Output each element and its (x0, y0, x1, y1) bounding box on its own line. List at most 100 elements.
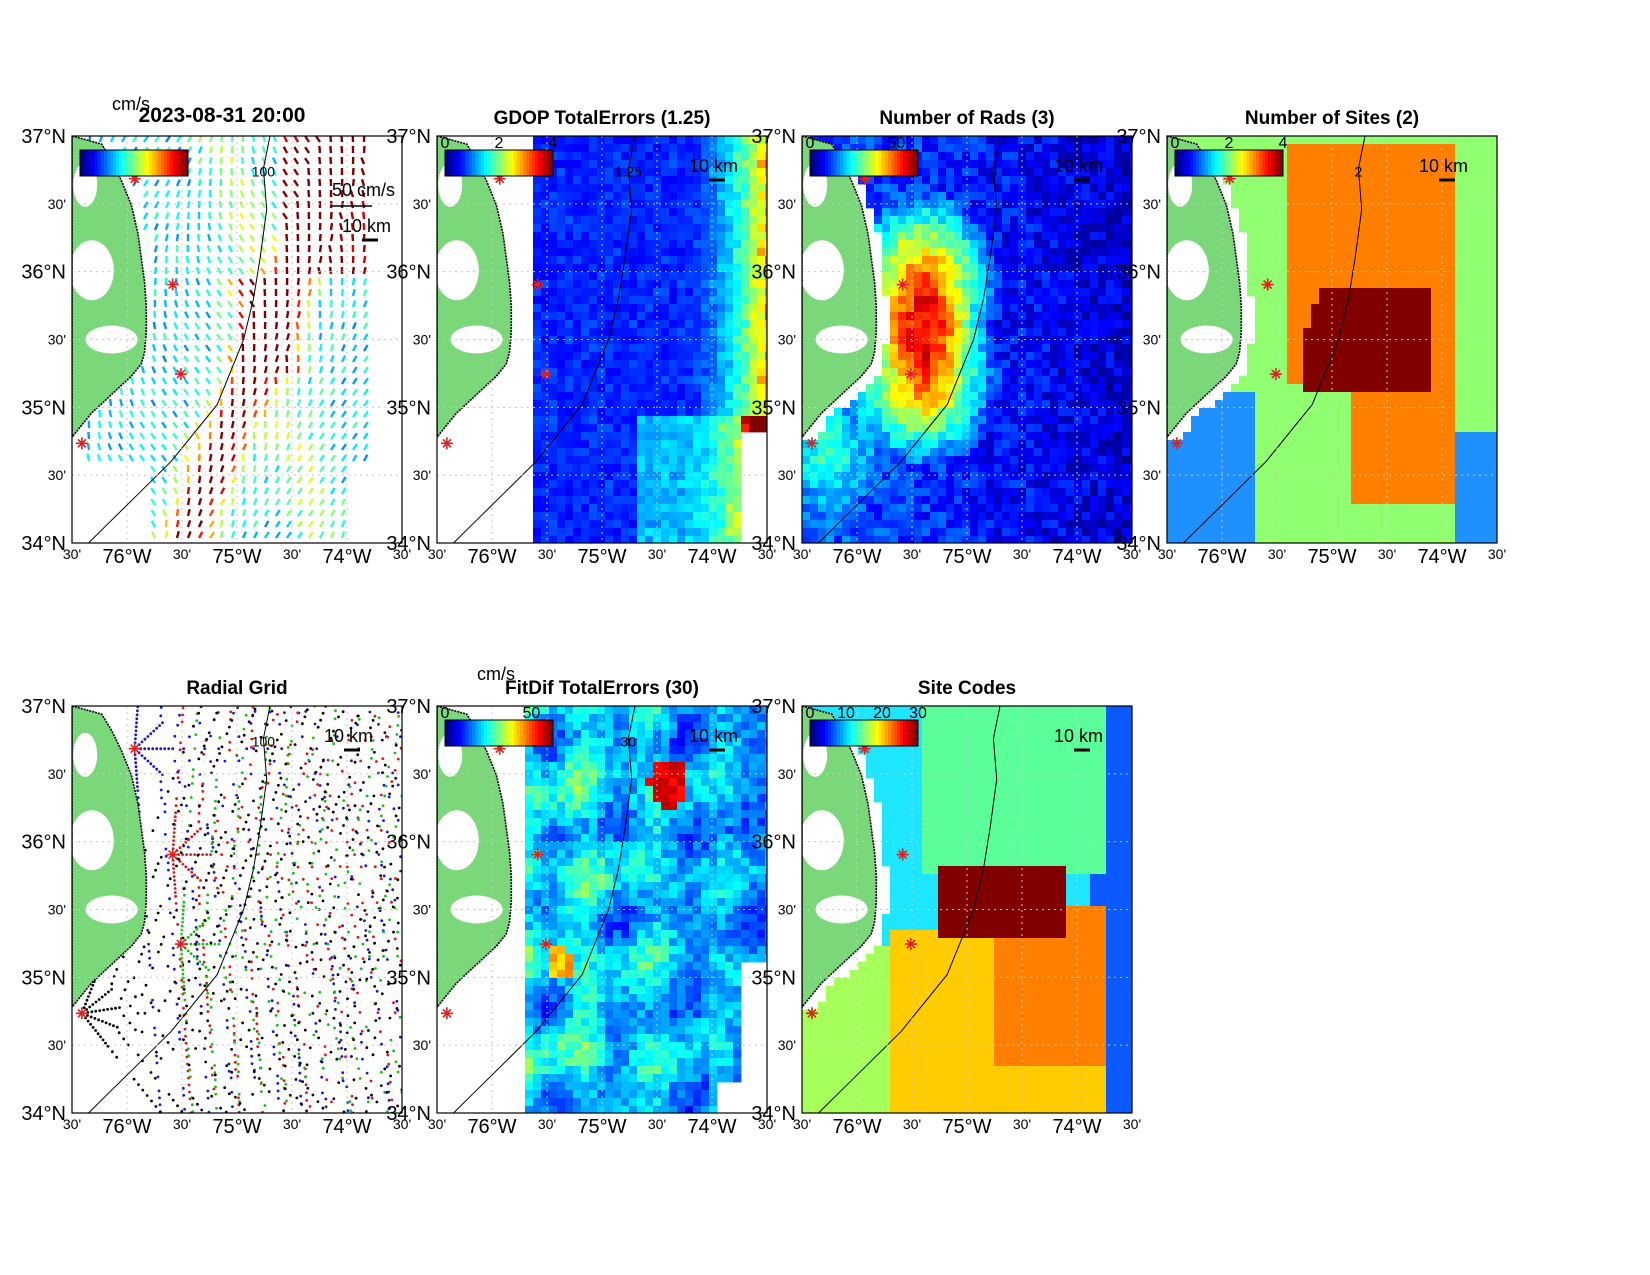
current-vector (339, 244, 344, 253)
gdop-cell (741, 288, 750, 297)
gdop-cell (557, 472, 566, 481)
gdop-cell (541, 296, 550, 305)
nrads-cell (1130, 384, 1132, 393)
nrads-cell (914, 344, 923, 353)
nsites-cell (1351, 216, 1360, 225)
nrads-cell (1026, 448, 1035, 457)
gdop-cell (541, 488, 550, 497)
nsites-cell (1455, 216, 1464, 225)
gdop-cell (629, 224, 638, 233)
nrads-cell (938, 296, 947, 305)
nrads-cell (1130, 336, 1132, 345)
current-vector (139, 399, 146, 407)
current-vector (230, 497, 235, 506)
gdop-cell (533, 520, 542, 529)
current-vector (296, 487, 303, 495)
nrads-cell (1050, 432, 1059, 441)
nrads-cell (946, 328, 955, 337)
gdop-cell (637, 440, 646, 449)
nrads-cell (882, 432, 891, 441)
current-vector (219, 420, 223, 429)
nrads-cell (842, 424, 851, 433)
nrads-cell (930, 328, 939, 337)
nrads-cell (890, 288, 899, 297)
current-vector (340, 498, 347, 506)
gdop-cell (581, 520, 590, 529)
nrads-cell (970, 488, 979, 497)
gdop-cell (565, 168, 574, 177)
nsites-cell (1399, 184, 1408, 193)
nrads-cell (906, 176, 915, 185)
nrads-cell (1050, 352, 1059, 361)
gdop-cell (637, 272, 646, 281)
current-vector (362, 311, 369, 319)
current-vector (129, 387, 135, 396)
nsites-cell (1495, 192, 1497, 201)
nsites-cell (1295, 216, 1304, 225)
nrads-cell (1114, 472, 1123, 481)
gdop-cell (677, 264, 686, 273)
current-vector (230, 420, 235, 429)
nrads-cell (1082, 456, 1091, 465)
nsites-cell (1463, 280, 1472, 289)
gdop-cell (669, 432, 678, 441)
nrads-cell (1002, 184, 1011, 193)
nrads-cell (978, 504, 987, 513)
gdop-cell (541, 384, 550, 393)
nrads-cell (930, 216, 939, 225)
gdop-cell (693, 536, 702, 543)
nrads-cell (1026, 312, 1035, 321)
gdop-cell (733, 136, 742, 145)
current-vector (282, 157, 289, 165)
gdop-cell (597, 160, 606, 169)
nsites-cell (1335, 240, 1344, 249)
plot-area: 2 (1167, 136, 1497, 543)
gdop-cell (573, 304, 582, 313)
nrads-cell (946, 272, 955, 281)
lon-tick-label: 30' (758, 546, 776, 562)
nrads-cell (930, 320, 939, 329)
gdop-cell (653, 392, 662, 401)
gdop-cell (589, 272, 598, 281)
nrads-cell (970, 136, 979, 145)
current-vector (172, 465, 179, 473)
colorbar-unit-label: cm/s (112, 94, 150, 114)
nrads-cell (1082, 536, 1091, 543)
gdop-cell (549, 272, 558, 281)
current-vector (304, 157, 310, 165)
nrads-cell (1066, 416, 1075, 425)
nrads-cell (1074, 208, 1083, 217)
nsites-cell (1399, 224, 1408, 233)
current-vector (206, 244, 212, 253)
nrads-cell (962, 152, 971, 161)
nrads-cell (850, 448, 859, 457)
current-vector (139, 454, 145, 462)
current-vector (252, 475, 257, 484)
nsites-cell (1271, 272, 1280, 281)
contour-label: 3 (990, 164, 998, 180)
gdop-cell (741, 216, 750, 225)
nrads-cell (1058, 336, 1067, 345)
nrads-cell (970, 184, 979, 193)
current-vector (131, 136, 138, 143)
nrads-cell (962, 448, 971, 457)
nrads-cell (962, 200, 971, 209)
gdop-cell (645, 432, 654, 441)
current-vector (241, 409, 246, 418)
current-vector (227, 245, 234, 253)
colorbar-swatch (532, 150, 536, 176)
nrads-cell (1058, 448, 1067, 457)
colorbar-swatch (834, 150, 838, 176)
gdop-cell (581, 384, 590, 393)
lon-tick-label: 75°W (577, 546, 626, 568)
nsites-cell (1319, 192, 1328, 201)
gdop-cell (725, 248, 734, 257)
nrads-cell (1010, 312, 1019, 321)
nrads-cell (834, 440, 843, 449)
nrads-cell (986, 288, 995, 297)
nrads-cell (914, 304, 923, 313)
nrads-cell (922, 528, 931, 537)
gdop-cell (581, 160, 590, 169)
nrads-cell (994, 344, 1003, 353)
nrads-cell (1090, 376, 1099, 385)
